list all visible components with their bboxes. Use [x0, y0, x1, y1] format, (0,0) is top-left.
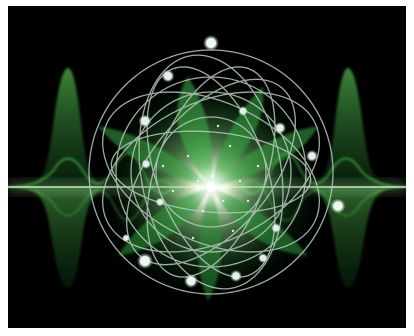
orbit-rings	[88, 49, 334, 295]
quantum-orbit-artwork	[8, 6, 406, 328]
core-point	[206, 182, 216, 192]
artwork-svg	[8, 6, 406, 328]
electron-nodes	[122, 35, 346, 288]
